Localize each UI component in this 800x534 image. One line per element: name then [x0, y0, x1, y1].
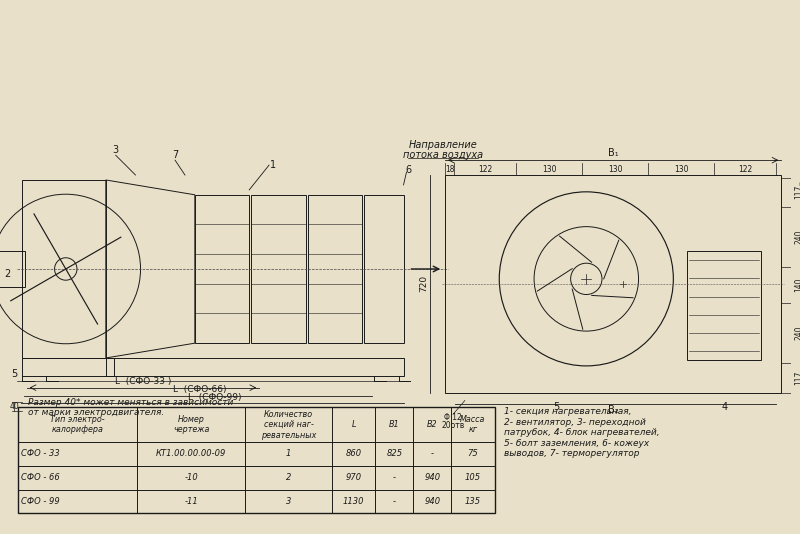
Text: 40: 40 — [10, 402, 20, 411]
Text: 130: 130 — [542, 164, 557, 174]
Bar — [22, 358, 114, 376]
Text: Размер 40* может меняться в зависимости
от марки электродвигателя.: Размер 40* может меняться в зависимости … — [28, 397, 233, 417]
Text: Φ 12: Φ 12 — [444, 413, 462, 422]
Text: Номер
чертежа: Номер чертежа — [173, 415, 210, 435]
Text: B₁: B₁ — [608, 148, 618, 158]
Text: 2: 2 — [286, 473, 291, 482]
Text: 1- секция нагревательная,
2- вентилятор, 3- переходной
патрубок, 4- блок нагрева: 1- секция нагревательная, 2- вентилятор,… — [505, 407, 660, 458]
Text: Направление: Направление — [409, 140, 478, 151]
Text: Масса
кг: Масса кг — [460, 415, 486, 435]
Text: 6: 6 — [798, 180, 800, 190]
Text: 825: 825 — [386, 450, 402, 458]
Text: 1: 1 — [270, 160, 276, 170]
Text: СФО - 33: СФО - 33 — [21, 450, 59, 458]
Text: 240: 240 — [794, 326, 800, 340]
Text: 122: 122 — [478, 164, 492, 174]
Text: 20отв: 20отв — [442, 421, 465, 430]
Text: 5: 5 — [10, 369, 17, 379]
Text: 5: 5 — [553, 403, 559, 412]
Text: 140: 140 — [794, 278, 800, 292]
Text: Тип электро-
калорифера: Тип электро- калорифера — [50, 415, 105, 435]
Text: 940: 940 — [424, 497, 440, 506]
Text: 7: 7 — [172, 150, 178, 160]
Text: 117: 117 — [794, 371, 800, 385]
Text: 2: 2 — [4, 269, 10, 279]
Text: L: L — [351, 420, 356, 429]
Text: B2: B2 — [427, 420, 438, 429]
Bar — [22, 180, 106, 358]
Text: -: - — [430, 450, 434, 458]
Bar — [445, 175, 782, 392]
Text: 122: 122 — [738, 164, 753, 174]
Text: 18: 18 — [445, 164, 454, 174]
Bar — [18, 407, 494, 513]
Text: потока воздуха: потока воздуха — [403, 150, 483, 160]
Text: 240: 240 — [794, 230, 800, 245]
Text: 720: 720 — [419, 275, 428, 293]
Text: 135: 135 — [465, 497, 481, 506]
Text: 970: 970 — [346, 473, 362, 482]
Text: КТ1.00.00.00-09: КТ1.00.00.00-09 — [156, 450, 226, 458]
Text: СФО - 99: СФО - 99 — [21, 497, 59, 506]
Text: L  (СФО-66): L (СФО-66) — [173, 385, 226, 394]
Text: B1: B1 — [389, 420, 400, 429]
Text: 1130: 1130 — [343, 497, 365, 506]
Text: 130: 130 — [608, 164, 622, 174]
Text: -11: -11 — [184, 497, 198, 506]
Text: -10: -10 — [184, 473, 198, 482]
Text: 1: 1 — [286, 450, 291, 458]
Text: 105: 105 — [465, 473, 481, 482]
Text: 940: 940 — [424, 473, 440, 482]
Text: СФО - 66: СФО - 66 — [21, 473, 59, 482]
Bar — [106, 358, 403, 376]
Bar — [195, 195, 250, 343]
Text: 3: 3 — [286, 497, 291, 506]
Bar — [364, 195, 403, 343]
Bar — [307, 195, 362, 343]
Text: 130: 130 — [674, 164, 689, 174]
Text: 4: 4 — [721, 403, 727, 412]
Text: 75: 75 — [467, 450, 478, 458]
Text: B₂: B₂ — [608, 405, 618, 415]
Text: -: - — [393, 497, 396, 506]
Text: 6: 6 — [406, 165, 411, 175]
Text: 3: 3 — [113, 145, 118, 155]
Bar — [251, 195, 306, 343]
Text: Количество
секций наг-
ревательных: Количество секций наг- ревательных — [261, 410, 316, 439]
Bar — [0, 251, 25, 287]
Bar — [687, 251, 761, 360]
Text: L  (СФО-99): L (СФО-99) — [188, 393, 242, 402]
Text: L  (СФО-33 ): L (СФО-33 ) — [114, 377, 171, 386]
Text: 860: 860 — [346, 450, 362, 458]
Text: 117: 117 — [794, 185, 800, 200]
Text: -: - — [393, 473, 396, 482]
